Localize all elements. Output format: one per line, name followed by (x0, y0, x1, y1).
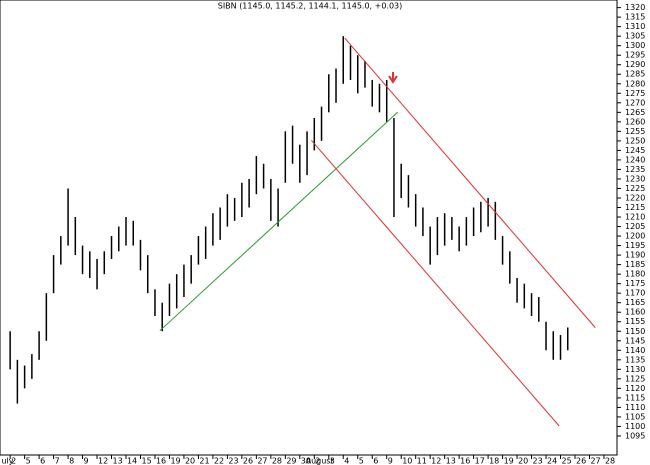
y-tick-label: 1190 (625, 251, 645, 260)
x-tick-label: 27 (590, 457, 600, 465)
y-tick-label: 1170 (625, 289, 645, 298)
y-tick-label: 1260 (625, 117, 645, 126)
trend-line (311, 139, 560, 427)
y-tick-label: 1130 (625, 365, 645, 374)
y-tick-label: 1140 (625, 346, 645, 355)
x-tick-label: 7 (55, 457, 60, 465)
y-tick-label: 1220 (625, 193, 645, 202)
y-tick-label: 1145 (625, 336, 645, 345)
x-tick-label: 9 (84, 457, 89, 465)
y-tick-label: 1095 (625, 431, 645, 440)
x-tick-label: 25 (562, 457, 572, 465)
x-tick-label: 29 (286, 457, 296, 465)
y-tick-label: 1265 (625, 108, 645, 117)
y-tick-label: 1110 (625, 403, 645, 412)
y-tick-label: 1300 (625, 41, 645, 50)
y-tick-label: 1155 (625, 317, 645, 326)
x-tick-label: 28 (272, 457, 282, 465)
y-tick-label: 1180 (625, 270, 645, 279)
y-tick-label: 1215 (625, 203, 645, 212)
y-tick-label: 1150 (625, 327, 645, 336)
x-tick-label: 20 (518, 457, 528, 465)
y-tick-label: 1245 (625, 146, 645, 155)
x-tick-label: 24 (547, 457, 557, 465)
x-tick-label: 13 (113, 457, 123, 465)
x-tick-label: 15 (141, 457, 151, 465)
y-tick-label: 1205 (625, 222, 645, 231)
x-tick-label: 4 (344, 457, 349, 465)
y-tick-label: 1175 (625, 279, 645, 288)
chart-title: SIBN (1145.0, 1145.2, 1144.1, 1145.0, +0… (218, 2, 403, 11)
y-tick-label: 1240 (625, 155, 645, 164)
y-tick-label: 1275 (625, 89, 645, 98)
x-tick-label: 18 (489, 457, 499, 465)
x-tick-label: 17 (475, 457, 485, 465)
x-tick-label: 12 (431, 457, 441, 465)
y-tick-label: 1100 (625, 422, 645, 431)
x-tick-label: 5 (359, 457, 364, 465)
x-tick-label: 19 (170, 457, 180, 465)
y-tick-label: 1195 (625, 241, 645, 250)
month-label: uly (1, 457, 13, 465)
x-tick-label: 2 (315, 457, 320, 465)
x-tick-label: 2 (11, 457, 16, 465)
y-tick-label: 1230 (625, 174, 645, 183)
y-tick-label: 1310 (625, 22, 645, 31)
arrow (388, 72, 398, 84)
x-tick-label: 12 (98, 457, 108, 465)
x-tick-label: 23 (533, 457, 543, 465)
y-tick-label: 1210 (625, 213, 645, 222)
y-tick-label: 1160 (625, 308, 645, 317)
y-tick-label: 1280 (625, 79, 645, 88)
x-tick-label: 14 (127, 457, 137, 465)
y-tick-label: 1120 (625, 384, 645, 393)
x-tick-label: 26 (243, 457, 253, 465)
x-tick-label: 6 (40, 457, 45, 465)
y-tick-label: 1285 (625, 70, 645, 79)
y-tick-label: 1290 (625, 60, 645, 69)
y-tick-label: 1200 (625, 232, 645, 241)
x-tick-label: 16 (156, 457, 166, 465)
y-tick-label: 1225 (625, 184, 645, 193)
y-tick-label: 1250 (625, 136, 645, 145)
month-label: August (306, 457, 334, 465)
y-tick-label: 1185 (625, 260, 645, 269)
y-tick-label: 1320 (625, 3, 645, 12)
y-tick-label: 1165 (625, 298, 645, 307)
x-tick-label: 5 (26, 457, 31, 465)
x-tick-label: 19 (504, 457, 514, 465)
x-tick-label: 21 (199, 457, 209, 465)
y-tick-label: 1295 (625, 51, 645, 60)
trend-line (159, 111, 399, 332)
trend-line (344, 37, 596, 328)
y-tick-label: 1105 (625, 412, 645, 421)
y-tick-label: 1315 (625, 13, 645, 22)
y-tick-label: 1135 (625, 355, 645, 364)
y-tick-label: 1115 (625, 393, 645, 402)
x-tick-label: 23 (228, 457, 238, 465)
x-tick-label: 6 (373, 457, 378, 465)
y-tick-label: 1235 (625, 165, 645, 174)
x-tick-label: 22 (214, 457, 224, 465)
x-tick-label: 30 (301, 457, 311, 465)
y-tick-label: 1255 (625, 127, 645, 136)
x-tick-label: 9 (388, 457, 393, 465)
x-tick-label: 27 (257, 457, 267, 465)
x-tick-label: 10 (402, 457, 412, 465)
x-tick-label: 16 (460, 457, 470, 465)
y-tick-label: 1305 (625, 32, 645, 41)
x-tick-label: 26 (576, 457, 586, 465)
x-tick-label: 20 (185, 457, 195, 465)
x-tick-label: 28 (605, 457, 615, 465)
y-tick-label: 1125 (625, 374, 645, 383)
y-tick-label: 1270 (625, 98, 645, 107)
x-tick-label: 13 (446, 457, 456, 465)
x-tick-label: 3 (330, 457, 335, 465)
x-tick-label: 11 (417, 457, 427, 465)
x-tick-label: 8 (69, 457, 74, 465)
plot-frame (0, 0, 618, 456)
